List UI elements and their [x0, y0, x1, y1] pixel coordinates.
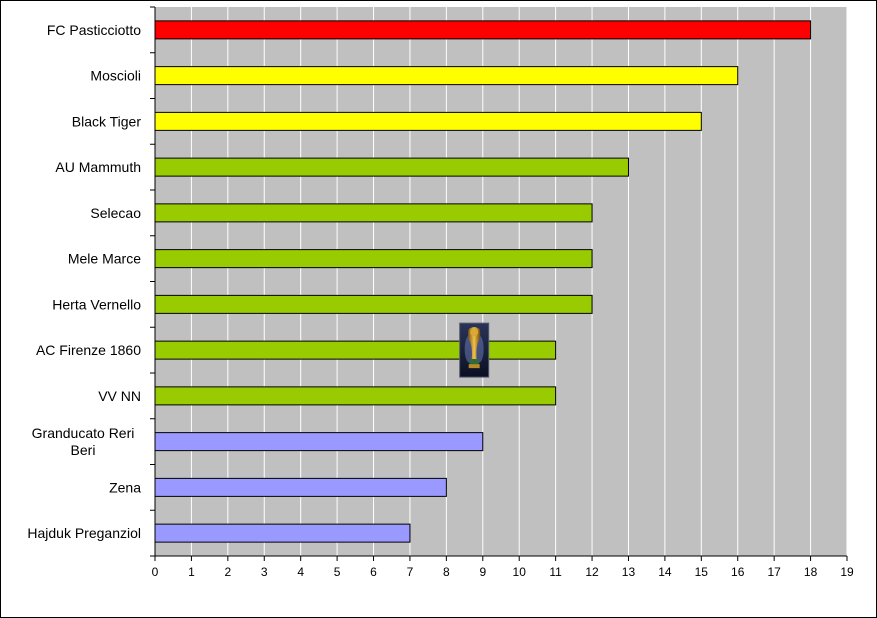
category-labels: FC Pasticciotto Moscioli Black Tiger AU Mam…	[27, 22, 141, 541]
bar	[154, 386, 557, 406]
x-tick-label: 4	[297, 565, 304, 579]
bar	[154, 523, 411, 543]
bar	[154, 432, 484, 452]
x-tick-label: 3	[261, 565, 268, 579]
category-label: Zena	[109, 479, 141, 495]
x-tick-label: 17	[767, 565, 781, 579]
category-label: FC Pasticciotto	[47, 22, 141, 38]
bar	[154, 340, 557, 360]
x-tick-label: 15	[695, 565, 709, 579]
x-tick-label: 6	[370, 565, 377, 579]
category-label: Black Tiger	[72, 113, 142, 129]
x-tick-label: 11	[549, 565, 562, 579]
category-label: Moscioli	[90, 68, 141, 84]
x-tick-label: 19	[840, 565, 854, 579]
bar	[154, 203, 593, 223]
x-tick-label: 14	[658, 565, 672, 579]
x-axis: 0 1 2 3 4 5 6 7 8 9 10 11 12 13 14 15 16 17 18 19	[150, 6, 854, 579]
x-tick-label: 5	[334, 565, 341, 579]
x-tick-label: 13	[622, 565, 636, 579]
bar	[154, 66, 739, 86]
x-tick-label: 10	[513, 565, 527, 579]
x-tick-label: 18	[804, 565, 818, 579]
x-tick-label: 12	[585, 565, 599, 579]
grid-lines	[190, 7, 848, 556]
x-tick-label: 9	[479, 565, 486, 579]
category-label: AC Firenze 1860	[36, 342, 141, 358]
bar	[154, 20, 812, 40]
category-label: Hajduk Preganziol	[27, 525, 141, 541]
trophy-icon	[459, 322, 490, 378]
x-tick-label: 2	[224, 565, 231, 579]
bar	[154, 477, 447, 497]
x-tick-label: 1	[188, 565, 195, 579]
bar	[154, 111, 702, 131]
bar	[154, 157, 629, 177]
category-label: VV NN	[98, 388, 141, 404]
x-tick-label: 16	[731, 565, 745, 579]
plot-area	[155, 7, 847, 556]
category-label: AU Mammuth	[55, 159, 141, 175]
bars	[154, 20, 812, 543]
x-tick-label: 7	[407, 565, 414, 579]
category-label: Granducato Reri Beri	[32, 425, 135, 458]
x-tick-label: 8	[443, 565, 450, 579]
category-label: Selecao	[90, 205, 141, 221]
category-label: Mele Marce	[68, 251, 141, 267]
bar	[154, 249, 593, 269]
x-tick-label: 0	[152, 565, 159, 579]
category-label: Herta Vernello	[52, 296, 141, 312]
bar	[154, 294, 593, 314]
